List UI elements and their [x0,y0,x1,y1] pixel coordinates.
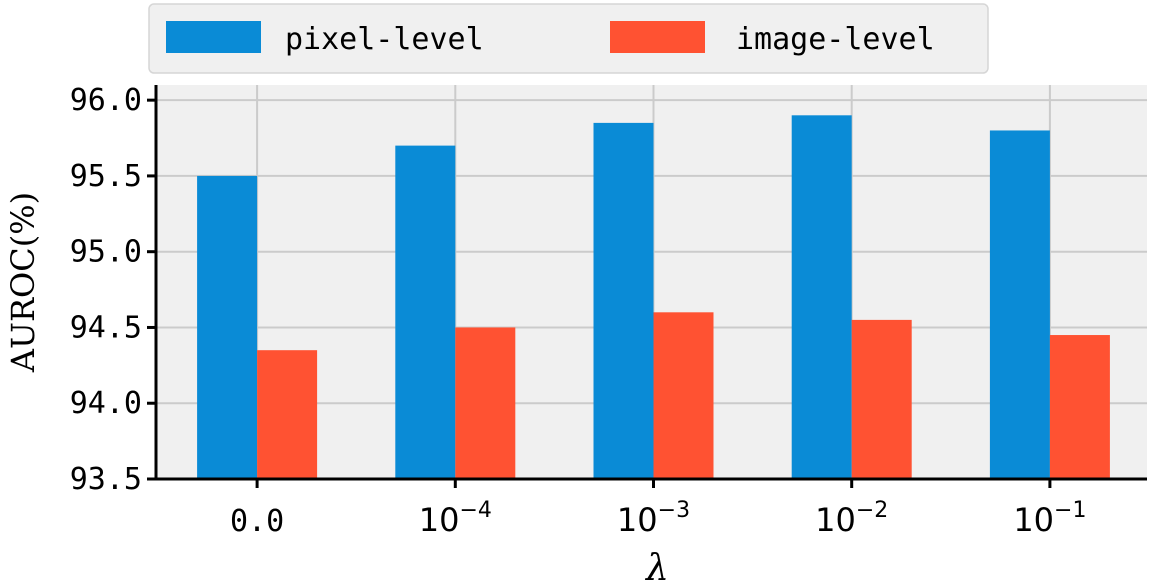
x-tick-label-3: 10−2 [815,498,888,539]
bar-pixel-level-1 [395,145,456,479]
y-tick-label-4: 95.5 [70,159,142,194]
bar-pixel-level-2 [593,122,654,479]
x-tick-label-1: 10−4 [419,498,492,539]
y-tick-label-5: 96.0 [70,83,142,118]
legend: pixel-level image-level [148,3,989,74]
y-axis-label: AUROC(%) [4,192,42,373]
x-tick-label-2: 10−3 [617,498,690,539]
axes [154,85,1147,481]
bar-image-level-2 [653,312,714,479]
y-tick-label-0: 93.5 [70,462,142,497]
bar-pixel-level-3 [791,115,852,480]
x-tick-label-0: 0.0 [230,504,284,539]
bar-image-level-3 [851,319,912,479]
y-tick-label-2: 94.5 [70,310,142,345]
legend-label-pixel-level: pixel-level [285,22,484,57]
bar-pixel-level-0 [197,175,258,479]
y-ticks: 93.5 94.0 94.5 95.0 95.5 96.0 [70,83,156,497]
legend-frame [148,3,989,74]
bar-image-level-1 [455,327,516,479]
legend-swatch-image-level [610,21,705,53]
bar-image-level-4 [1049,335,1110,479]
bar-pixel-level-4 [989,130,1050,479]
y-tick-label-1: 94.0 [70,386,142,421]
legend-label-image-level: image-level [736,22,935,57]
legend-swatch-pixel-level [166,21,261,53]
y-tick-label-3: 95.0 [70,235,142,270]
bars [197,115,1110,480]
x-tick-label-4: 10−1 [1013,498,1086,539]
bar-image-level-0 [257,350,318,479]
x-axis-label: λ [644,548,669,585]
x-ticks: 0.0 10−4 10−3 10−2 10−1 [230,479,1086,539]
